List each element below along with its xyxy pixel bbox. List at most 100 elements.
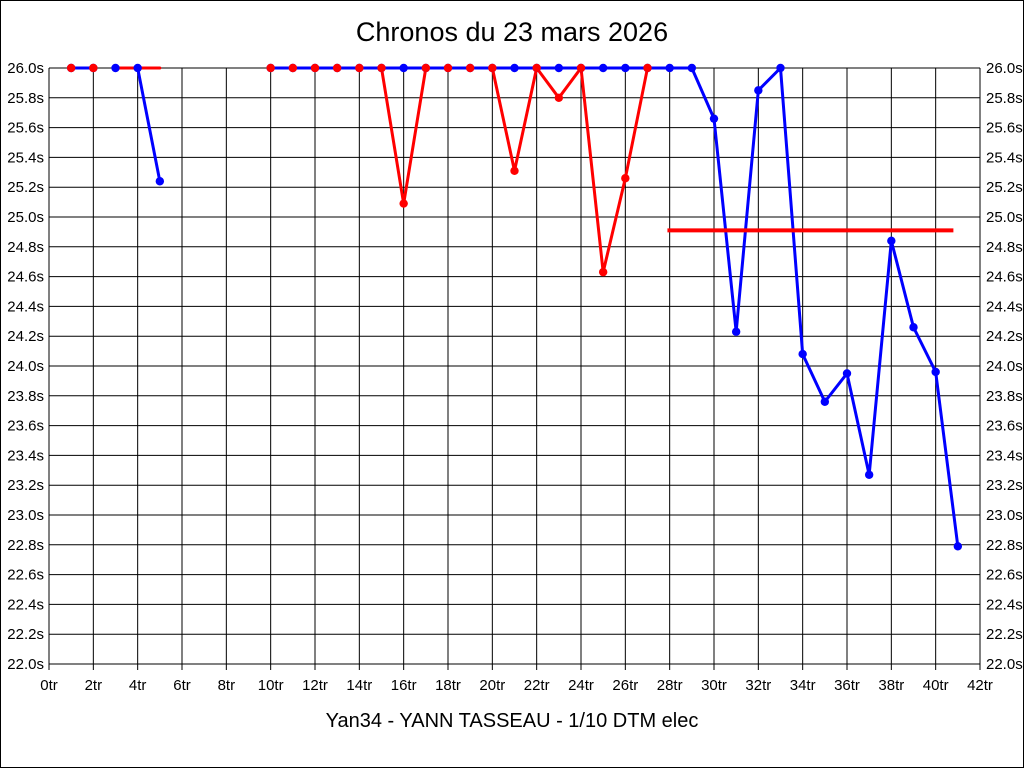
y-tick-label-left: 22.4s xyxy=(7,596,44,613)
y-tick-label-right: 24.0s xyxy=(986,358,1023,375)
x-tick-label: 0tr xyxy=(40,677,58,694)
x-tick-label: 14tr xyxy=(346,677,372,694)
x-tick-label: 40tr xyxy=(923,677,949,694)
blue-lap-times-point xyxy=(776,63,785,73)
y-tick-label-left: 24.4s xyxy=(7,298,44,315)
blue-lap-times-point xyxy=(887,236,896,246)
y-tick-label-right: 26.0s xyxy=(986,60,1023,77)
blue-lap-times-point xyxy=(798,349,807,359)
blue-lap-times-point xyxy=(598,63,608,73)
y-tick-label-left: 24.0s xyxy=(7,358,44,375)
x-tick-label: 12tr xyxy=(302,677,328,694)
red-lap-times-point xyxy=(576,63,586,73)
red-lap-times-point xyxy=(332,63,342,73)
y-tick-label-left: 25.6s xyxy=(7,120,44,137)
red-lap-times-point xyxy=(266,63,275,73)
y-tick-label-right: 23.2s xyxy=(986,477,1023,494)
red-lap-times-point xyxy=(288,63,298,73)
red-lap-times-point xyxy=(89,63,98,73)
y-tick-label-left: 25.8s xyxy=(7,90,44,107)
y-tick-label-right: 22.2s xyxy=(986,626,1023,643)
red-lap-times-point xyxy=(310,63,320,73)
chart-title: Chronos du 23 mars 2026 xyxy=(355,17,669,47)
red-lap-times-point xyxy=(554,93,564,103)
red-lap-times-point xyxy=(643,63,652,73)
x-tick-label: 22tr xyxy=(524,677,550,694)
y-tick-label-right: 24.4s xyxy=(986,298,1023,315)
y-tick-label-right: 22.0s xyxy=(986,656,1023,673)
y-tick-label-right: 25.2s xyxy=(986,179,1023,196)
y-tick-label-right: 25.4s xyxy=(986,149,1023,166)
y-tick-label-right: 23.6s xyxy=(986,418,1023,435)
x-tick-label: 38tr xyxy=(878,677,904,694)
y-tick-label-left: 26.0s xyxy=(7,60,44,77)
y-tick-label-left: 25.2s xyxy=(7,179,44,196)
x-tick-label: 32tr xyxy=(745,677,771,694)
x-tick-label: 28tr xyxy=(657,677,683,694)
y-tick-label-left: 23.2s xyxy=(7,477,44,494)
blue-lap-times-point xyxy=(909,323,918,332)
red-lap-times-point xyxy=(399,199,408,208)
red-lap-times-point xyxy=(532,63,541,73)
chart-subtitle: Yan34 - YANN TASSEAU - 1/10 DTM elec xyxy=(325,710,699,732)
y-tick-label-left: 24.8s xyxy=(7,239,44,256)
blue-lap-times-point xyxy=(665,63,674,73)
blue-lap-times-point xyxy=(864,470,874,479)
y-tick-label-left: 24.6s xyxy=(7,269,44,286)
y-tick-label-left: 22.8s xyxy=(7,537,44,554)
blue-lap-times-point xyxy=(155,177,165,186)
x-tick-label: 42tr xyxy=(967,677,993,694)
y-tick-label-right: 23.8s xyxy=(986,388,1023,405)
red-lap-times-point xyxy=(443,63,453,73)
blue-lap-times-point xyxy=(931,367,940,377)
y-tick-label-right: 24.2s xyxy=(986,328,1023,345)
blue-lap-times-point xyxy=(554,63,564,73)
y-tick-label-right: 25.8s xyxy=(986,90,1023,107)
blue-lap-times-line xyxy=(269,66,960,548)
y-tick-label-right: 22.8s xyxy=(986,537,1023,554)
x-tick-label: 16tr xyxy=(391,677,417,694)
red-lap-times-line xyxy=(269,66,649,274)
red-lap-times-point xyxy=(421,63,431,73)
x-tick-label: 24tr xyxy=(568,677,594,694)
y-tick-label-left: 23.6s xyxy=(7,418,44,435)
x-tick-label: 26tr xyxy=(612,677,638,694)
y-tick-label-left: 25.0s xyxy=(7,209,44,226)
y-tick-label-left: 22.0s xyxy=(7,656,44,673)
blue-lap-times-point xyxy=(687,63,697,73)
red-lap-times-point xyxy=(621,174,630,183)
x-tick-label: 6tr xyxy=(173,677,191,694)
blue-lap-times-point xyxy=(820,397,830,406)
blue-lap-times-point xyxy=(399,63,408,73)
blue-lap-times-point xyxy=(754,86,763,95)
y-tick-label-left: 23.8s xyxy=(7,388,44,405)
x-tick-label: 10tr xyxy=(258,677,284,694)
y-tick-label-right: 25.6s xyxy=(986,120,1023,137)
blue-lap-times-point xyxy=(709,114,719,123)
red-lap-times-point xyxy=(377,63,386,73)
y-tick-label-left: 23.4s xyxy=(7,447,44,464)
y-tick-label-right: 23.4s xyxy=(986,447,1023,464)
red-lap-times-point xyxy=(355,63,364,73)
red-lap-times-point xyxy=(66,63,76,73)
x-tick-label: 20tr xyxy=(479,677,505,694)
red-lap-times-point xyxy=(510,166,519,176)
y-tick-label-right: 22.4s xyxy=(986,596,1023,613)
y-tick-label-right: 24.6s xyxy=(986,269,1023,286)
red-lap-times-point xyxy=(598,267,608,277)
blue-lap-times-point xyxy=(842,369,852,378)
blue-lap-times-point xyxy=(133,63,142,73)
blue-lap-times-point xyxy=(510,63,519,73)
y-tick-label-left: 24.2s xyxy=(7,328,44,345)
y-tick-label-left: 22.6s xyxy=(7,567,44,584)
x-tick-label: 4tr xyxy=(129,677,147,694)
y-tick-label-left: 23.0s xyxy=(7,507,44,524)
blue-lap-times-point xyxy=(731,327,741,336)
red-lap-times-point xyxy=(465,63,475,73)
x-tick-label: 36tr xyxy=(834,677,860,694)
x-tick-label: 18tr xyxy=(435,677,461,694)
y-tick-label-right: 22.6s xyxy=(986,567,1023,584)
blue-lap-times-point xyxy=(953,542,963,551)
